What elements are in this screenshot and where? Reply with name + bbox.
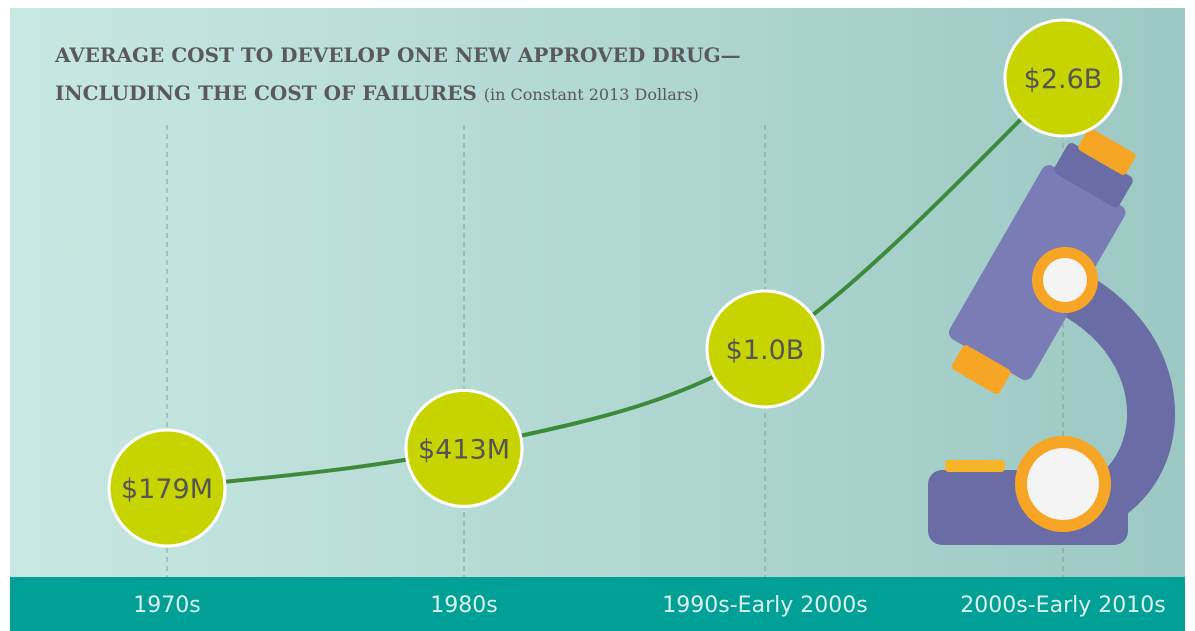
chart-title-line-2: INCLUDING THE COST OF FAILURES (in Const… xyxy=(55,81,699,105)
x-tick-label: 1970s xyxy=(133,593,200,618)
chart: AVERAGE COST TO DEVELOP ONE NEW APPROVED… xyxy=(0,0,1195,631)
value-label: $2.6B xyxy=(1024,64,1103,95)
value-label: $413M xyxy=(418,434,510,465)
x-tick-label: 1980s xyxy=(430,593,497,618)
chart-title-2: INCLUDING THE COST OF FAILURES xyxy=(55,81,477,105)
chart-title: AVERAGE COST TO DEVELOP ONE NEW APPROVED… xyxy=(54,43,741,67)
value-label: $1.0B xyxy=(726,335,805,366)
microscope-focus-inner xyxy=(1027,448,1099,520)
value-label: $179M xyxy=(121,474,213,505)
microscope-stage xyxy=(945,460,1005,472)
microscope-knob-inner xyxy=(1043,258,1087,302)
x-tick-label: 1990s-Early 2000s xyxy=(662,593,867,618)
chart-subtitle: (in Constant 2013 Dollars) xyxy=(484,85,699,104)
x-tick-label: 2000s-Early 2010s xyxy=(960,593,1165,618)
